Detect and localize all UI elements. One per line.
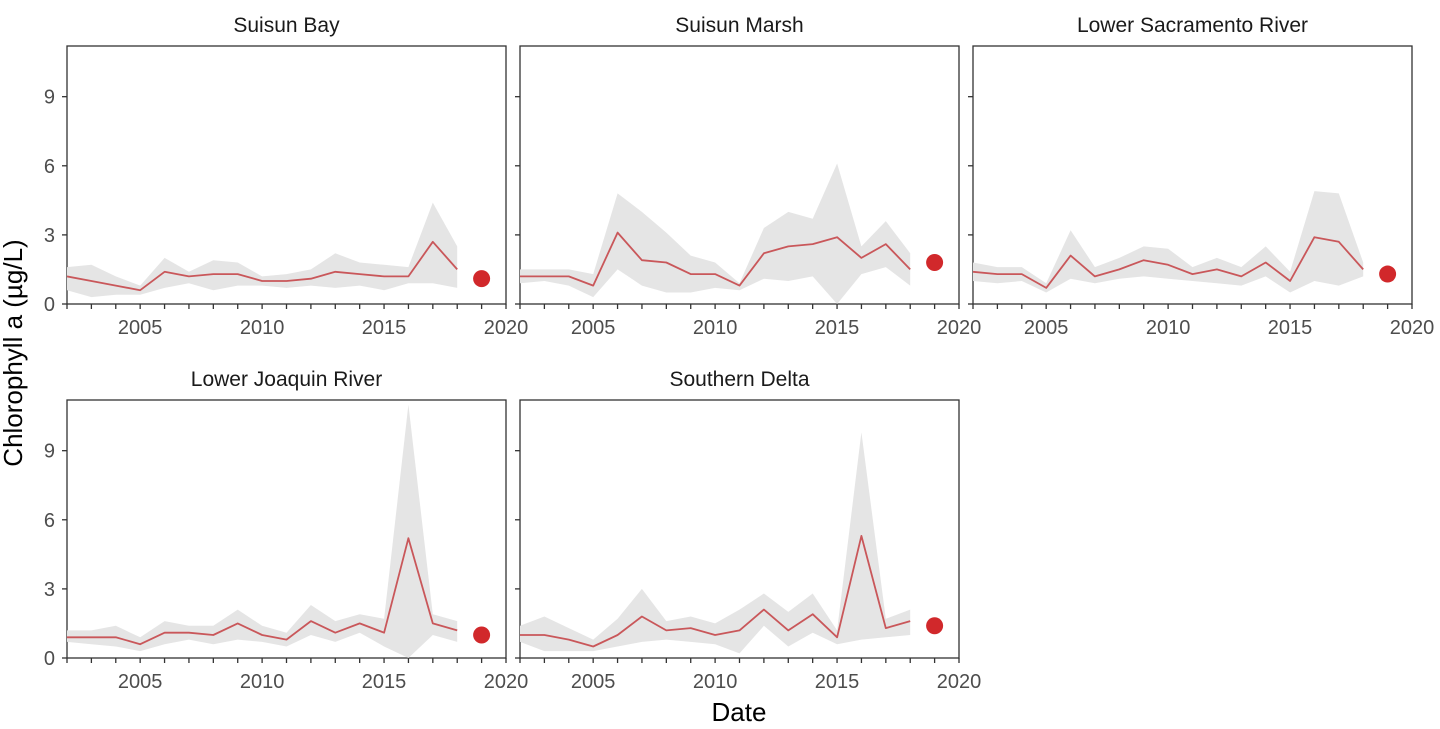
x-tick-label: 2005 <box>571 317 616 339</box>
current-year-point <box>473 626 491 644</box>
plot-area <box>520 163 911 304</box>
plot-area <box>67 404 458 658</box>
x-tick-label: 2020 <box>937 671 982 693</box>
x-tick-label: 2005 <box>571 671 616 693</box>
x-tick-label: 2015 <box>362 671 407 693</box>
facet-panel: Suisun Marsh 2005 2010 2015 2020 <box>515 14 981 339</box>
x-tick-label: 2015 <box>1268 317 1313 339</box>
x-tick-label: 2010 <box>693 671 738 693</box>
y-tick-label: 6 <box>44 156 55 178</box>
x-tick-label: 2005 <box>1024 317 1069 339</box>
y-tick-label: 9 <box>44 441 55 463</box>
x-tick-label: 2005 <box>118 317 163 339</box>
facet-panel: Lower Sacramento River 2005 2010 2015 2020 <box>968 14 1434 339</box>
y-tick-label: 3 <box>44 579 55 601</box>
x-tick-label: 2015 <box>815 671 860 693</box>
current-year-point <box>926 617 944 635</box>
x-tick-label: 2010 <box>240 671 285 693</box>
x-tick-label: 2010 <box>240 317 285 339</box>
range-band <box>520 163 911 304</box>
y-tick-label: 6 <box>44 510 55 532</box>
facet-panel: Lower Joaquin River 0 3 6 9 2005 2010 2015 2020 <box>44 368 528 693</box>
mean-line <box>520 231 911 287</box>
mean-line <box>973 236 1364 289</box>
range-band <box>67 404 458 658</box>
facet-panel: Southern Delta 2005 2010 2015 2020 <box>515 368 981 693</box>
x-tick-label: 2005 <box>118 671 163 693</box>
y-axis-title: Chlorophyll a (µg/L) <box>0 239 28 466</box>
x-tick-label: 2015 <box>815 317 860 339</box>
plot-area <box>67 202 458 298</box>
plot-area <box>520 432 911 654</box>
mean-line <box>67 240 458 292</box>
mean-line <box>67 537 458 646</box>
x-axis-title: Date <box>712 697 767 727</box>
facet-title: Southern Delta <box>669 368 809 391</box>
facet-title: Suisun Marsh <box>675 14 803 37</box>
facet-title: Lower Joaquin River <box>191 368 382 391</box>
current-year-point <box>473 270 491 288</box>
current-year-point <box>926 254 944 272</box>
x-tick-label: 2010 <box>1146 317 1191 339</box>
y-tick-label: 9 <box>44 87 55 109</box>
x-tick-label: 2015 <box>362 317 407 339</box>
range-band <box>520 432 911 654</box>
facet-title: Suisun Bay <box>233 14 340 37</box>
x-tick-label: 2010 <box>693 317 738 339</box>
range-band <box>973 191 1364 293</box>
mean-line <box>520 535 911 648</box>
x-tick-label: 2020 <box>937 317 982 339</box>
current-year-point <box>1379 265 1397 283</box>
y-tick-label: 0 <box>44 294 55 316</box>
y-tick-label: 0 <box>44 648 55 670</box>
x-tick-label: 2020 <box>484 317 529 339</box>
facet-title: Lower Sacramento River <box>1077 14 1308 37</box>
facet-panel: Suisun Bay 0 3 6 9 2005 2010 2015 2020 <box>44 14 528 339</box>
x-tick-label: 2020 <box>1390 317 1435 339</box>
plot-area <box>973 191 1364 293</box>
y-tick-label: 3 <box>44 225 55 247</box>
x-tick-label: 2020 <box>484 671 529 693</box>
